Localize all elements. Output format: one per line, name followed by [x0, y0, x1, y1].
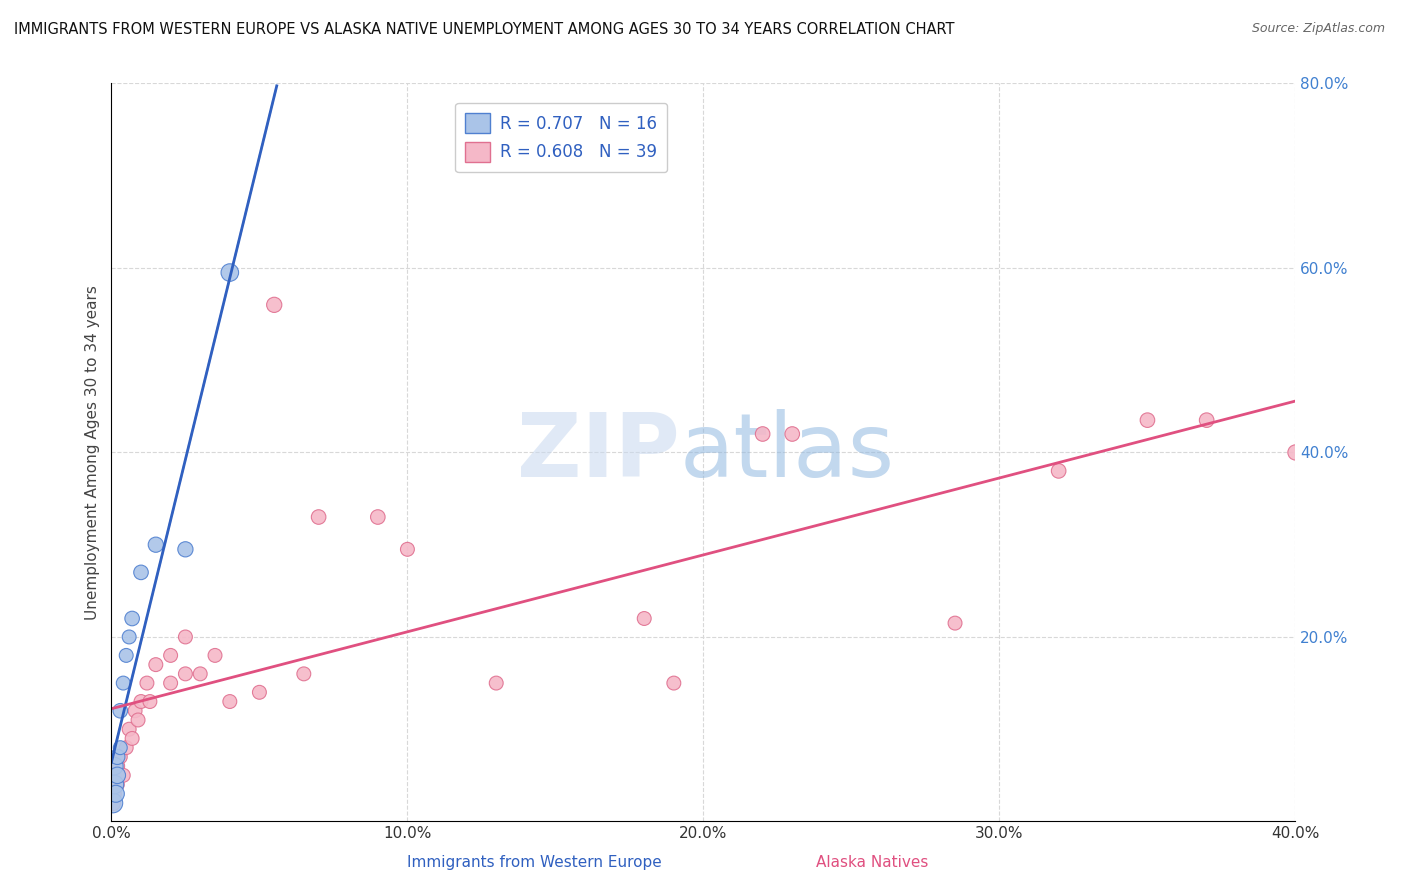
Point	[104, 787, 127, 801]
Point	[110, 750, 132, 764]
Point	[308, 510, 330, 524]
Point	[943, 616, 966, 631]
Point	[124, 704, 146, 718]
Point	[145, 657, 167, 672]
Point	[115, 740, 138, 755]
Point	[174, 666, 197, 681]
Point	[1195, 413, 1218, 427]
Point	[101, 796, 124, 810]
Text: atlas: atlas	[679, 409, 894, 496]
Text: Immigrants from Western Europe: Immigrants from Western Europe	[406, 855, 662, 870]
Point	[103, 768, 125, 782]
Point	[1136, 413, 1159, 427]
Point	[103, 787, 125, 801]
Point	[112, 676, 135, 690]
Point	[1047, 464, 1070, 478]
Point	[115, 648, 138, 663]
Text: Alaska Natives: Alaska Natives	[815, 855, 928, 870]
Point	[103, 759, 125, 773]
Point	[633, 611, 655, 625]
Point	[249, 685, 271, 699]
Text: Source: ZipAtlas.com: Source: ZipAtlas.com	[1251, 22, 1385, 36]
Point	[118, 630, 141, 644]
Point	[105, 759, 128, 773]
Point	[174, 542, 197, 557]
Point	[105, 778, 128, 792]
Point	[136, 676, 159, 690]
Point	[751, 427, 773, 442]
Text: IMMIGRANTS FROM WESTERN EUROPE VS ALASKA NATIVE UNEMPLOYMENT AMONG AGES 30 TO 34: IMMIGRANTS FROM WESTERN EUROPE VS ALASKA…	[14, 22, 955, 37]
Point	[105, 768, 128, 782]
Point	[218, 694, 240, 708]
Point	[118, 722, 141, 736]
Point	[129, 694, 152, 708]
Point	[218, 266, 240, 280]
Point	[121, 731, 143, 746]
Point	[159, 648, 181, 663]
Point	[103, 778, 125, 792]
Legend: R = 0.707   N = 16, R = 0.608   N = 39: R = 0.707 N = 16, R = 0.608 N = 39	[456, 103, 668, 172]
Point	[188, 666, 211, 681]
Point	[110, 740, 132, 755]
Point	[1284, 445, 1306, 459]
Point	[204, 648, 226, 663]
Text: ZIP: ZIP	[517, 409, 679, 496]
Point	[263, 298, 285, 312]
Point	[292, 666, 315, 681]
Point	[662, 676, 685, 690]
Point	[105, 750, 128, 764]
Point	[780, 427, 803, 442]
Point	[112, 768, 135, 782]
Point	[101, 796, 124, 810]
Point	[159, 676, 181, 690]
Point	[129, 566, 152, 580]
Point	[127, 713, 149, 727]
Point	[139, 694, 162, 708]
Y-axis label: Unemployment Among Ages 30 to 34 years: Unemployment Among Ages 30 to 34 years	[86, 285, 100, 620]
Point	[485, 676, 508, 690]
Point	[367, 510, 389, 524]
Point	[145, 538, 167, 552]
Point	[110, 704, 132, 718]
Point	[174, 630, 197, 644]
Point	[396, 542, 419, 557]
Point	[121, 611, 143, 625]
